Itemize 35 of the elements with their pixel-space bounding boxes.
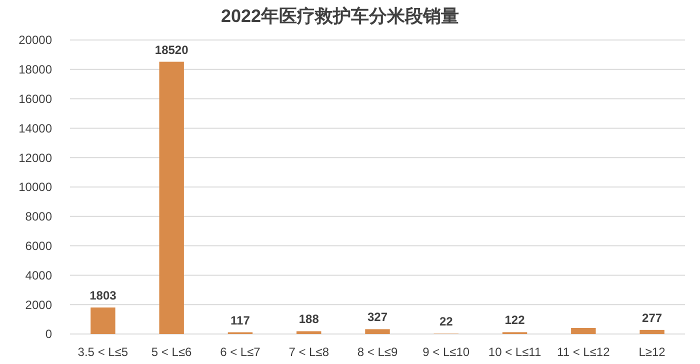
- x-tick-label: 11 < L≤12: [557, 345, 610, 359]
- x-tick-label: 3.5 < L≤5: [78, 345, 128, 359]
- data-label: 1803: [90, 288, 117, 302]
- y-tick-label: 8000: [25, 210, 52, 224]
- bar: [365, 329, 390, 334]
- y-tick-label: 2000: [25, 298, 52, 312]
- y-tick-label: 18000: [18, 62, 52, 77]
- y-tick-label: 6000: [25, 239, 52, 253]
- bar: [296, 331, 322, 334]
- data-label: 18520: [154, 42, 189, 57]
- y-tick-label: 20000: [18, 33, 52, 48]
- bar: [159, 62, 184, 334]
- bar: [90, 307, 116, 334]
- data-label: 188: [298, 312, 320, 326]
- chart-title: 2022年医疗救护车分米段销量: [220, 6, 460, 26]
- bar: [571, 328, 596, 334]
- data-label: 277: [642, 310, 662, 325]
- y-tick-label: 0: [45, 327, 52, 342]
- y-tick-label: 4000: [25, 268, 52, 282]
- data-label: 22: [439, 314, 454, 329]
- x-tick-label: 9 < L≤10: [422, 345, 470, 359]
- y-tick-label: 12000: [18, 150, 52, 165]
- bar: [640, 330, 664, 334]
- x-tick-label: 6 < L≤7: [220, 345, 261, 359]
- y-tick-label: 14000: [18, 121, 52, 136]
- data-label: 327: [367, 310, 388, 324]
- x-tick-label: 10 < L≤11: [488, 345, 542, 359]
- x-tick-label: L≥12: [638, 345, 666, 359]
- y-tick-label: 16000: [18, 92, 52, 106]
- data-label: 117: [230, 313, 250, 328]
- x-tick-label: 7 < L≤8: [288, 345, 330, 359]
- y-tick-label: 10000: [18, 180, 52, 194]
- x-tick-label: 8 < L≤9: [357, 345, 398, 359]
- x-tick-label: 5 < L≤6: [151, 345, 192, 359]
- data-label: 122: [504, 313, 526, 328]
